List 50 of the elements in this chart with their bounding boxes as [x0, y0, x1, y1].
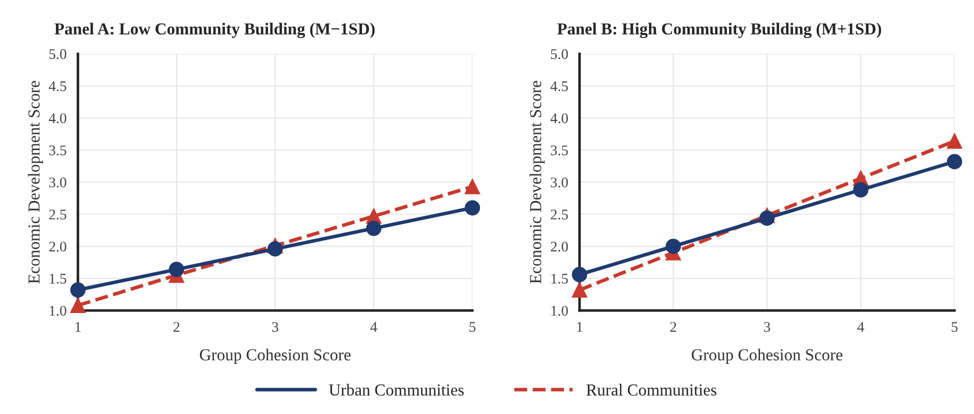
point [946, 154, 962, 170]
y-tick-label: 3.0 [49, 178, 66, 188]
legend-label: Urban Communities [329, 384, 464, 396]
point [946, 133, 962, 149]
point [853, 182, 868, 198]
point [268, 241, 283, 257]
x-tick-label: 1 [76, 322, 81, 332]
point [70, 298, 86, 314]
point [464, 200, 480, 216]
y-tick-label: 1.0 [551, 306, 568, 316]
x-tick-label: 2 [670, 322, 676, 332]
point [168, 262, 184, 278]
y-tick-label: 4.5 [550, 81, 568, 92]
point [572, 282, 588, 298]
y-axis-title: Economic Development Score [530, 80, 545, 284]
x-axis-title: Group Cohesion Score [200, 348, 350, 364]
x-tick-label: 3 [272, 322, 278, 332]
y-tick-label: 4.0 [550, 113, 568, 124]
y-tick-label: 5.0 [49, 49, 66, 60]
x-tick-label: 2 [174, 322, 180, 332]
y-tick-label: 3.5 [550, 145, 568, 156]
y-tick-label: 1.5 [551, 274, 568, 284]
x-tick-label: 4 [857, 322, 864, 332]
y-tick-label: 4.0 [48, 113, 66, 124]
point [366, 220, 382, 236]
y-tick-label: 2.5 [550, 210, 568, 220]
x-axis-title: Group Cohesion Score [692, 348, 842, 364]
point [666, 238, 681, 254]
y-tick-label: 4.5 [48, 81, 66, 92]
y-axis-title: Economic Development Score [28, 80, 44, 284]
y-tick-label: 1.5 [50, 274, 66, 284]
y-tick-label: 3.5 [49, 145, 66, 156]
x-tick-label: 3 [764, 322, 770, 332]
x-tick-label: 5 [952, 322, 958, 332]
y-tick-label: 1.0 [50, 306, 66, 316]
point [464, 179, 480, 194]
chart-title: Panel B: High Community Building (M+1SD) [557, 22, 882, 38]
point [759, 210, 775, 226]
x-tick-label: 1 [577, 322, 582, 332]
y-tick-label: 3.0 [550, 178, 568, 188]
y-tick-label: 5.0 [551, 49, 568, 60]
x-tick-label: 5 [470, 322, 476, 332]
legend-label: Rural Communities [586, 384, 716, 396]
point [70, 282, 86, 298]
y-tick-label: 2.0 [550, 242, 568, 252]
x-tick-label: 4 [370, 322, 378, 332]
point [572, 266, 588, 282]
y-tick-label: 2.0 [49, 242, 66, 252]
y-tick-label: 2.5 [49, 210, 66, 220]
chart-title: Panel A: Low Community Building (M−1SD) [54, 22, 375, 38]
